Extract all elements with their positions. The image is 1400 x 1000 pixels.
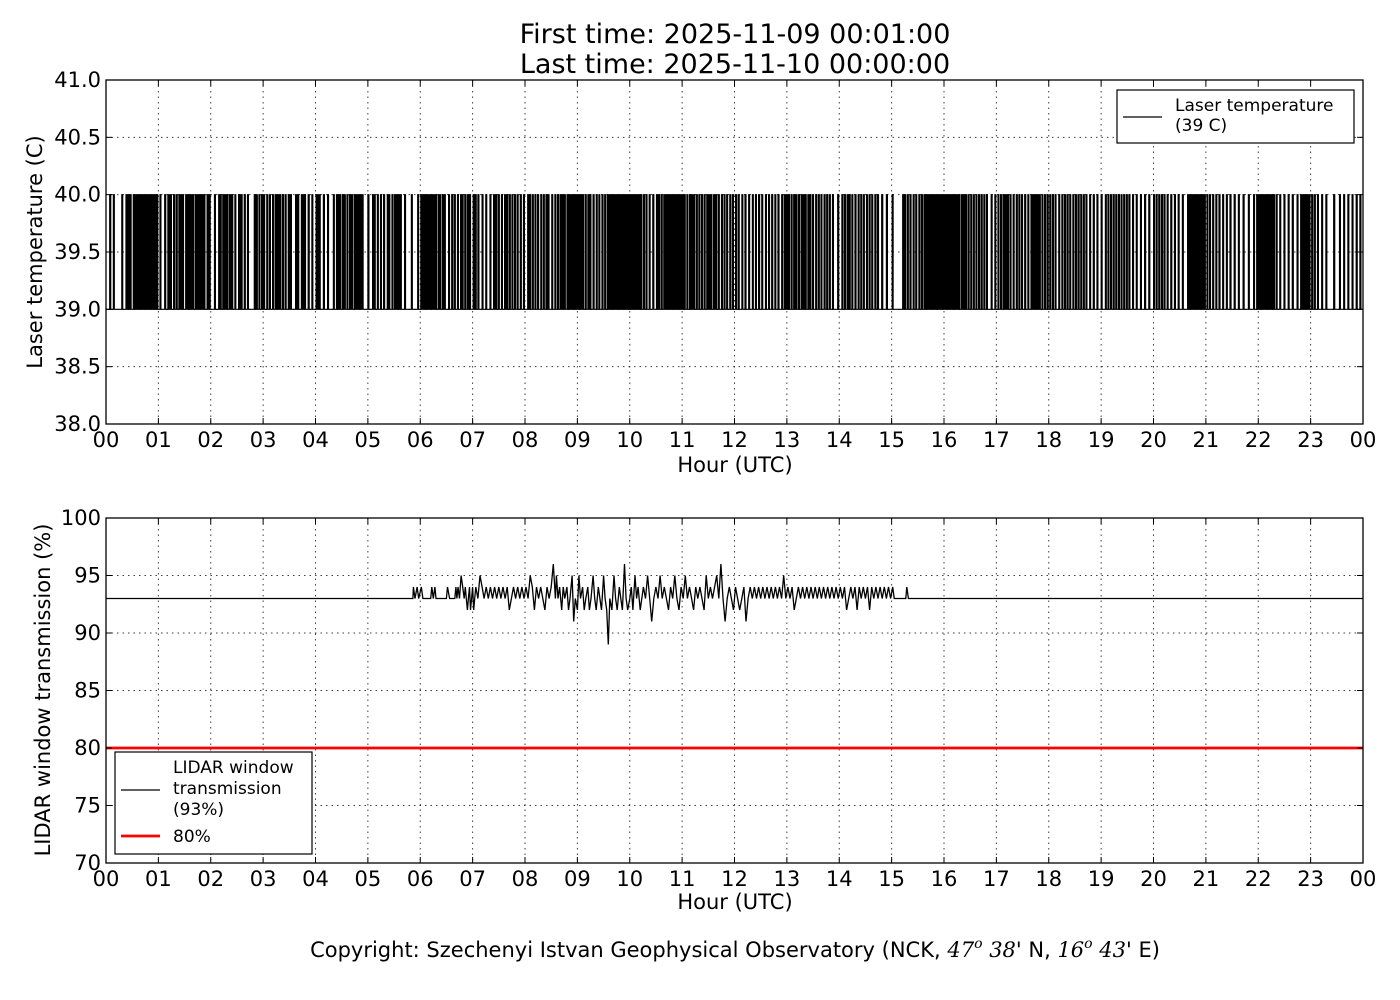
threshold-legend-label: 80% bbox=[173, 827, 211, 847]
lidar-transmission-y-ticks: 70 75 80 85 90 95 100 bbox=[61, 506, 1363, 875]
laser-temperature-x-tick-label: 08 bbox=[512, 428, 539, 452]
lidar-transmission-x-tick-label: 17 bbox=[983, 867, 1010, 891]
laser-temperature-legend-label-line2: (39 C) bbox=[1175, 116, 1227, 136]
laser-temperature-y-tick-label: 38.5 bbox=[54, 355, 101, 379]
laser-temperature-y-tick-label: 38.0 bbox=[54, 412, 101, 436]
laser-temperature-x-tick-label: 13 bbox=[774, 428, 801, 452]
laser-temperature-x-tick-label: 12 bbox=[721, 428, 748, 452]
lidar-transmission-x-tick-label: 23 bbox=[1297, 867, 1324, 891]
laser-temperature-x-tick-label: 17 bbox=[983, 428, 1010, 452]
laser-temperature-x-axis-label: Hour (UTC) bbox=[677, 453, 792, 477]
lidar-transmission-y-axis-label: LIDAR window transmission (%) bbox=[31, 524, 55, 857]
lidar-transmission-x-tick-label: 09 bbox=[564, 867, 591, 891]
copyright-text: Copyright: Szechenyi Istvan Geophysical … bbox=[310, 936, 1160, 962]
latitude-minutes: 38 bbox=[983, 938, 1016, 962]
laser-temperature-x-tick-label: 18 bbox=[1035, 428, 1062, 452]
figure-title-line1: First time: 2025-11-09 00:01:00 bbox=[520, 19, 951, 50]
lidar-transmission-legend-label-line2: transmission bbox=[173, 779, 282, 799]
laser-temperature-y-axis-label: Laser temperature (C) bbox=[23, 135, 47, 368]
laser-temperature-y-tick-label: 40.0 bbox=[54, 183, 101, 207]
laser-temperature-x-tick-label: 04 bbox=[302, 428, 329, 452]
longitude-degrees: 16 bbox=[1057, 938, 1084, 962]
lidar-transmission-x-tick-label: 18 bbox=[1035, 867, 1062, 891]
lidar-transmission-legend-label-line3: (93%) bbox=[173, 800, 224, 820]
lidar-transmission-y-tick-label: 70 bbox=[74, 851, 101, 875]
copyright-prefix: Copyright: Szechenyi Istvan Geophysical … bbox=[310, 938, 947, 962]
lidar-transmission-x-tick-label: 15 bbox=[878, 867, 905, 891]
laser-temperature-panel: 00 01 02 03 04 05 06 07 08 09 10 11 12 13 14 15 16 17 18 19… bbox=[23, 68, 1376, 477]
laser-temperature-x-tick-label: 19 bbox=[1088, 428, 1115, 452]
lidar-transmission-x-tick-label: 10 bbox=[616, 867, 643, 891]
latitude-degree-mark: o bbox=[974, 936, 982, 952]
lidar-transmission-x-tick-label: 20 bbox=[1140, 867, 1167, 891]
lidar-transmission-y-tick-label: 75 bbox=[74, 794, 101, 818]
laser-temperature-x-tick-label: 22 bbox=[1245, 428, 1272, 452]
lidar-transmission-x-tick-label: 01 bbox=[145, 867, 172, 891]
lidar-transmission-legend-label-line1: LIDAR window bbox=[173, 758, 294, 778]
laser-temperature-y-tick-label: 41.0 bbox=[54, 68, 101, 92]
lidar-transmission-series-line bbox=[106, 563, 1363, 645]
lidar-transmission-y-tick-label: 85 bbox=[74, 679, 101, 703]
longitude-suffix: ' E) bbox=[1126, 938, 1160, 962]
laser-temperature-legend: Laser temperature (39 C) bbox=[1116, 89, 1355, 144]
figure-title-line2: Last time: 2025-11-10 00:00:00 bbox=[520, 49, 950, 80]
lidar-transmission-x-axis-label: Hour (UTC) bbox=[677, 890, 792, 914]
lidar-transmission-x-tick-label: 00 bbox=[93, 867, 120, 891]
laser-temperature-y-tick-label: 39.5 bbox=[54, 240, 101, 264]
lidar-transmission-x-tick-label: 06 bbox=[407, 867, 434, 891]
laser-temperature-y-tick-label: 40.5 bbox=[54, 125, 101, 149]
laser-temperature-y-ticks: 38.0 38.5 39.0 39.5 40.0 40.5 41.0 bbox=[54, 68, 1363, 436]
laser-temperature-x-tick-label: 07 bbox=[459, 428, 486, 452]
laser-temperature-x-tick-label: 15 bbox=[878, 428, 905, 452]
lidar-transmission-x-ticks: 00 01 02 03 04 05 06 07 08 09 10 11 12 13 14 15 16 17 18 19… bbox=[93, 518, 1377, 891]
laser-temperature-x-tick-label: 02 bbox=[197, 428, 224, 452]
laser-temperature-x-tick-label: 23 bbox=[1297, 428, 1324, 452]
laser-temperature-x-tick-label: 00 bbox=[93, 428, 120, 452]
lidar-transmission-x-tick-label: 05 bbox=[355, 867, 382, 891]
lidar-transmission-x-tick-label: 14 bbox=[826, 867, 853, 891]
laser-temperature-x-ticks: 00 01 02 03 04 05 06 07 08 09 10 11 12 13 14 15 16 17 18 19… bbox=[93, 80, 1377, 452]
laser-temperature-x-tick-label: 14 bbox=[826, 428, 853, 452]
laser-temperature-x-tick-label: 03 bbox=[250, 428, 277, 452]
lidar-transmission-x-tick-label: 08 bbox=[512, 867, 539, 891]
lidar-transmission-x-tick-label: 13 bbox=[774, 867, 801, 891]
lidar-transmission-series-group bbox=[106, 563, 1363, 750]
longitude-minutes: 43 bbox=[1093, 938, 1126, 962]
lidar-transmission-x-tick-label: 07 bbox=[459, 867, 486, 891]
laser-temperature-x-tick-label: 21 bbox=[1193, 428, 1220, 452]
longitude-degree-mark: o bbox=[1084, 936, 1092, 952]
laser-temperature-x-tick-label: 06 bbox=[407, 428, 434, 452]
latitude-degrees: 47 bbox=[946, 938, 974, 962]
lidar-transmission-y-tick-label: 100 bbox=[61, 506, 101, 530]
laser-temperature-x-tick-label: 09 bbox=[564, 428, 591, 452]
lidar-transmission-x-tick-label: 19 bbox=[1088, 867, 1115, 891]
lidar-transmission-x-tick-label: 04 bbox=[302, 867, 329, 891]
lidar-transmission-y-tick-label: 80 bbox=[74, 736, 101, 760]
laser-temperature-x-tick-label: 16 bbox=[931, 428, 958, 452]
lidar-transmission-x-tick-label: 12 bbox=[721, 867, 748, 891]
lidar-transmission-y-tick-label: 90 bbox=[74, 621, 101, 645]
laser-temperature-x-tick-label: 01 bbox=[145, 428, 172, 452]
lidar-transmission-x-tick-label: 00 bbox=[1350, 867, 1377, 891]
lidar-transmission-legend: LIDAR window transmission (93%) 80% bbox=[114, 751, 313, 855]
laser-temperature-x-tick-label: 11 bbox=[669, 428, 696, 452]
laser-temperature-x-tick-label: 00 bbox=[1350, 428, 1377, 452]
laser-temperature-x-tick-label: 10 bbox=[616, 428, 643, 452]
lidar-transmission-x-tick-label: 03 bbox=[250, 867, 277, 891]
laser-temperature-series-line bbox=[106, 194, 1363, 310]
laser-temperature-series-group bbox=[106, 194, 1363, 310]
latitude-suffix: ' N, bbox=[1016, 938, 1058, 962]
lidar-transmission-x-tick-label: 21 bbox=[1193, 867, 1220, 891]
lidar-transmission-panel: 00 01 02 03 04 05 06 07 08 09 10 11 12 13 14 15 16 17 18 19… bbox=[31, 506, 1376, 914]
lidar-transmission-x-tick-label: 11 bbox=[669, 867, 696, 891]
lidar-transmission-y-tick-label: 95 bbox=[74, 564, 101, 588]
lidar-transmission-x-tick-label: 02 bbox=[197, 867, 224, 891]
lidar-transmission-x-tick-label: 16 bbox=[931, 867, 958, 891]
lidar-transmission-x-tick-label: 22 bbox=[1245, 867, 1272, 891]
laser-temperature-legend-label-line1: Laser temperature bbox=[1175, 96, 1333, 116]
laser-temperature-x-tick-label: 05 bbox=[355, 428, 382, 452]
laser-temperature-y-tick-label: 39.0 bbox=[54, 297, 101, 321]
laser-temperature-x-tick-label: 20 bbox=[1140, 428, 1167, 452]
